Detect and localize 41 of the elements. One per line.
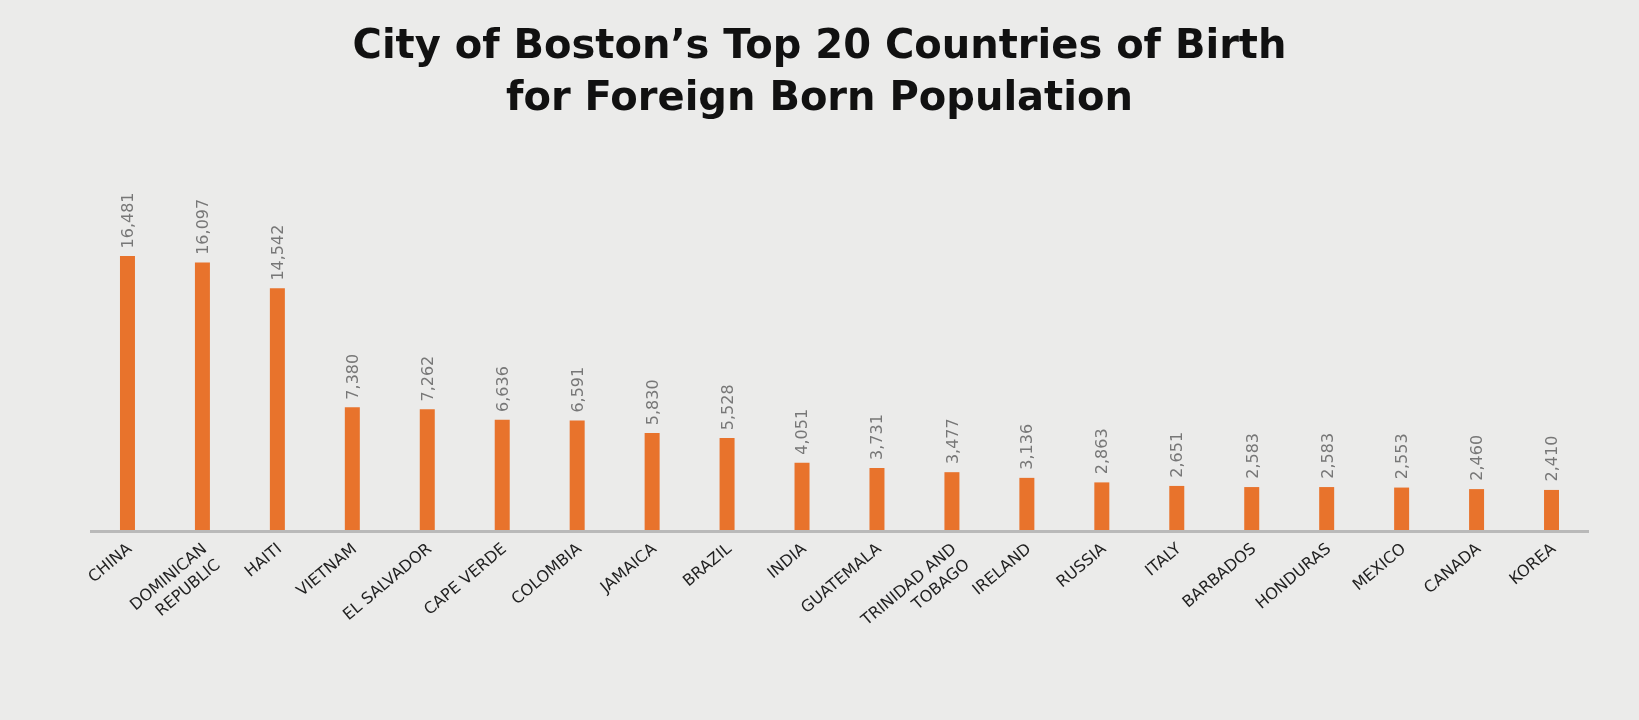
bar	[1394, 487, 1410, 530]
bar	[1244, 487, 1260, 530]
bar	[569, 420, 585, 530]
data-label: 4,051	[792, 408, 812, 455]
data-label: 7,380	[343, 353, 363, 400]
bar	[1169, 485, 1185, 530]
bar	[1544, 489, 1560, 530]
bar	[494, 419, 510, 530]
data-label: 16,097	[193, 198, 213, 255]
bar	[644, 433, 660, 530]
data-label: 3,136	[1017, 423, 1037, 470]
bar	[194, 262, 210, 530]
data-label: 7,262	[418, 355, 438, 402]
bar	[1469, 489, 1485, 530]
data-label: 2,651	[1166, 431, 1186, 478]
bar	[869, 467, 885, 530]
bar	[719, 438, 735, 530]
bar	[119, 256, 135, 530]
data-label: 3,477	[942, 418, 962, 465]
data-label: 2,553	[1392, 433, 1412, 480]
data-label: 16,481	[118, 192, 138, 249]
data-label: 2,583	[1242, 432, 1262, 479]
data-label: 5,830	[643, 379, 663, 426]
bar	[1094, 482, 1110, 530]
data-label: 2,410	[1541, 435, 1561, 482]
data-label: 2,583	[1317, 432, 1337, 479]
data-label: 14,542	[268, 224, 288, 281]
bar	[269, 288, 285, 530]
data-label: 2,460	[1467, 434, 1487, 481]
bar	[794, 462, 810, 530]
bar	[344, 407, 360, 530]
bar	[1019, 477, 1035, 530]
bar	[944, 472, 960, 530]
data-label: 3,731	[867, 414, 887, 460]
bar	[419, 409, 435, 530]
data-label: 2,863	[1092, 428, 1112, 475]
chart-title: City of Boston’s Top 20 Countries of Birth for Foreign Born Population	[352, 20, 1287, 119]
data-label: 5,528	[717, 384, 737, 431]
bar	[1319, 487, 1335, 530]
data-label: 6,636	[492, 366, 512, 412]
data-label: 6,591	[567, 366, 587, 413]
